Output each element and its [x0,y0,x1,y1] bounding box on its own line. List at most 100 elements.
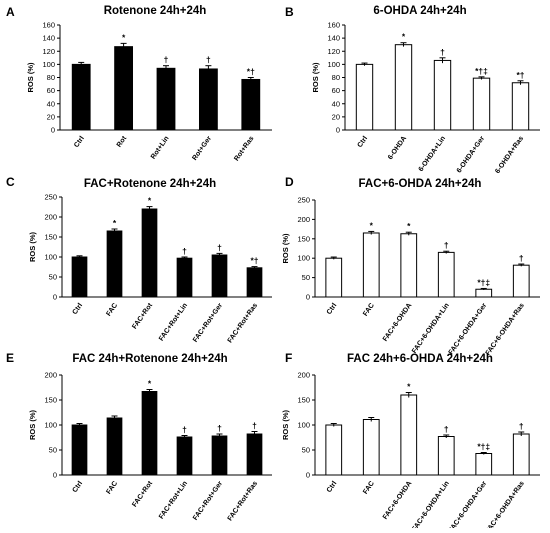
x-category-label: FAC+6-OHDA+Lin [411,302,451,355]
bar [512,264,530,298]
significance-label: † [444,240,449,250]
x-category-label: Rot+Lin [150,135,171,161]
panel-letter: C [6,175,15,189]
bar [176,436,193,476]
bar [198,68,218,131]
bar [475,288,493,298]
bar [106,230,123,298]
x-category-label: Ctrl [326,302,339,316]
significance-label: * [148,379,152,389]
y-axis-label: ROS (%) [281,233,290,264]
bar [141,391,158,476]
y-tick-label: 20 [332,112,340,121]
y-axis-label: ROS (%) [28,409,37,440]
x-category-label: FAC+Rot+Lin [158,480,189,520]
y-tick-label: 20 [47,112,55,121]
x-category-label: 6-OHDA+Lin [418,135,447,173]
bar [512,433,530,476]
y-tick-label: 160 [42,21,55,30]
y-tick-label: 0 [336,126,340,135]
bar [106,417,123,476]
significance-label: † [182,246,187,256]
panel-letter: A [6,5,15,19]
significance-label: * [407,382,411,392]
bar [211,254,228,298]
significance-label: * [148,196,152,206]
y-tick-label: 50 [49,273,57,282]
bar [246,433,263,476]
significance-label: † [440,47,445,57]
y-axis-label: ROS (%) [281,409,290,440]
y-tick-label: 0 [53,471,57,480]
x-category-label: FAC+Rot+Ger [192,480,224,522]
x-category-label: FAC+6-OHDA+Ger [448,302,489,356]
bar [246,267,263,298]
bar [141,208,158,298]
y-tick-label: 60 [47,86,55,95]
x-category-label: FAC+6-OHDA+Ras [485,302,526,357]
bar [325,257,343,298]
bar [325,424,343,476]
x-category-label: 6-OHDA+Ger [456,135,487,174]
y-tick-label: 150 [297,234,310,243]
x-category-label: FAC [362,302,376,317]
y-tick-label: 80 [332,73,340,82]
y-tick-label: 100 [297,421,310,430]
panel-e: E FAC 24h+Rotenone 24h+24h 0 50 100 150 200 ROS… [6,351,272,522]
y-tick-label: 50 [302,273,310,282]
y-tick-label: 140 [327,34,340,43]
y-tick-label: 60 [332,86,340,95]
x-category-label: 6-OHDA [387,135,408,161]
y-tick-label: 40 [332,99,340,108]
significance-label: * [122,32,126,42]
chart-title: FAC+Rotenone 24h+24h [84,178,216,190]
y-tick-label: 200 [44,371,57,380]
y-tick-label: 200 [297,215,310,224]
significance-label: * [407,221,411,231]
significance-label: † [252,421,257,431]
x-category-label: FAC [362,480,376,495]
bar [176,257,193,298]
panel-a: A Rotenone 24h+24h 0 20 40 60 80 100 120 140 160 RO… [6,5,272,163]
y-tick-label: 50 [49,446,57,455]
y-tick-label: 120 [327,47,340,56]
bar [475,453,493,476]
x-category-label: FAC+6-OHDA+Lin [411,480,451,528]
significance-label: † [164,55,169,65]
x-category-label: Rot+Ras [233,135,255,163]
x-category-label: Rot [116,135,129,149]
significance-label: *†‡ [477,277,490,287]
panel-d: D FAC+6-OHDA 24h+24h 0 50 100 150 200 250 ROS (%… [281,175,540,357]
y-tick-label: 100 [42,60,55,69]
bar [400,233,418,298]
bar [211,435,228,476]
bar [156,67,176,131]
significance-label: † [519,421,524,431]
y-tick-label: 150 [44,396,57,405]
bar [394,44,413,131]
y-tick-label: 200 [44,213,57,222]
x-category-label: Ctrl [73,135,86,149]
y-tick-label: 50 [302,446,310,455]
x-category-label: Ctrl [356,135,369,149]
panel-b: B 6-OHDA 24h+24h 0 20 40 60 80 100 120 140 160 ROS … [285,5,540,175]
bar [362,419,380,476]
y-axis-label: ROS (%) [28,231,37,262]
panel-c: C FAC+Rotenone 24h+24h 0 50 100 150 200 250 ROS … [6,175,272,344]
significance-label: *† [250,256,258,266]
bar [400,394,418,476]
chart-title: FAC 24h+6-OHDA 24h+24h [347,353,493,365]
significance-label: † [217,423,222,433]
y-axis-label: ROS (%) [26,62,35,93]
y-tick-label: 0 [53,293,57,302]
x-category-label: FAC+6-OHDA+Ras [485,480,526,528]
significance-label: *†‡ [475,66,488,76]
y-tick-label: 100 [327,60,340,69]
significance-label: † [182,425,187,435]
x-category-label: FAC+6-OHDA [382,302,414,343]
x-category-label: Rot+Ger [191,135,213,162]
bar [472,77,491,131]
panel-letter: E [6,351,14,365]
panel-letter: F [285,351,292,365]
